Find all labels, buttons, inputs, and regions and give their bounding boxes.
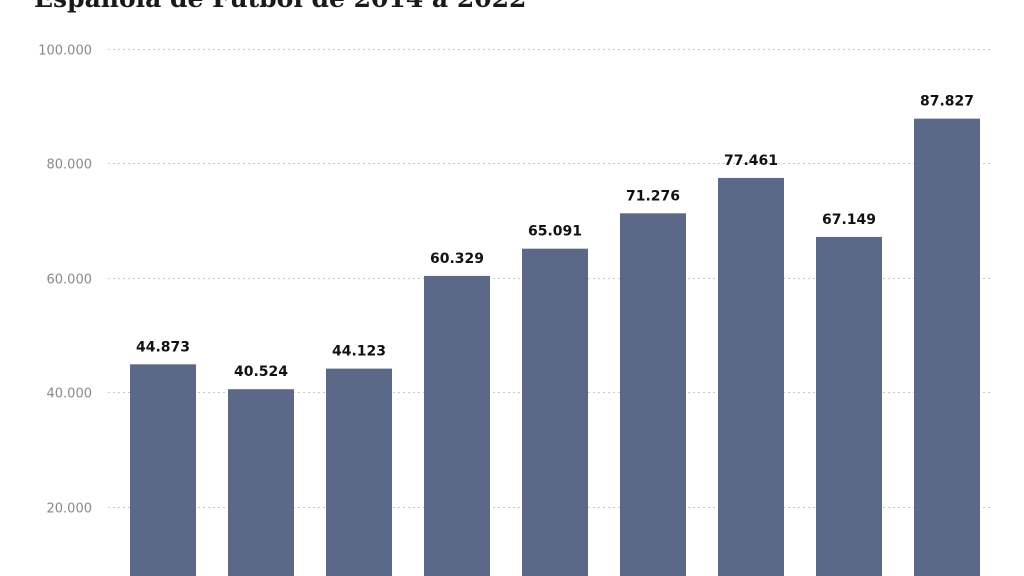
bar-value-label: 67.149	[822, 212, 876, 228]
chart-title: Española de Fútbol de 2014 a 2022	[34, 0, 526, 14]
bar-value-label: 44.873	[136, 339, 190, 355]
data-labels: 44.873 40.524 44.123 60.329 65.091 71.276 77.4…	[136, 94, 974, 381]
bar	[718, 177, 784, 576]
bar-value-label: 65.091	[528, 224, 582, 240]
bar-value-label: 60.329	[430, 251, 484, 267]
bar	[914, 118, 980, 576]
y-tick-label: 40.000	[47, 387, 93, 402]
bar	[424, 275, 490, 576]
y-tick-label: 60.000	[47, 273, 93, 288]
bar-value-label: 40.524	[234, 364, 288, 380]
bar-value-label: 71.276	[626, 188, 680, 204]
bar	[130, 364, 196, 576]
bar-value-label: 87.827	[920, 94, 974, 110]
bar	[228, 389, 294, 576]
bars	[130, 118, 980, 576]
bar	[816, 236, 882, 576]
bar	[326, 368, 392, 576]
bar	[522, 248, 588, 576]
bar-value-label: 77.461	[724, 153, 778, 169]
bar	[620, 213, 686, 576]
y-tick-label: 80.000	[47, 158, 93, 173]
y-tick-label: 100.000	[38, 44, 92, 59]
y-tick-label: 20.000	[47, 502, 93, 517]
bar-value-label: 44.123	[332, 344, 386, 360]
